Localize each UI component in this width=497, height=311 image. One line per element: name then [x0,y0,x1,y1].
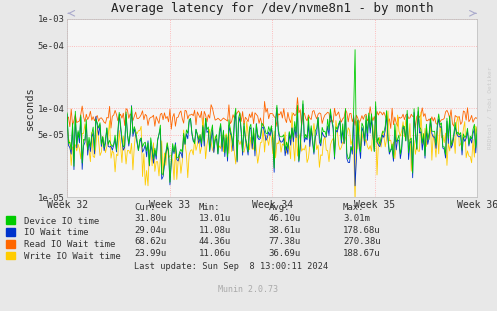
Text: Write IO Wait time: Write IO Wait time [24,252,121,261]
Text: 36.69u: 36.69u [268,249,301,258]
Text: 46.10u: 46.10u [268,214,301,223]
Text: 31.80u: 31.80u [134,214,166,223]
Text: 68.62u: 68.62u [134,237,166,246]
Text: 77.38u: 77.38u [268,237,301,246]
Text: 188.67u: 188.67u [343,249,381,258]
Text: Max:: Max: [343,203,364,212]
Text: 11.08u: 11.08u [199,225,231,234]
Text: 13.01u: 13.01u [199,214,231,223]
Title: Average latency for /dev/nvme8n1 - by month: Average latency for /dev/nvme8n1 - by mo… [111,2,433,15]
Text: Munin 2.0.73: Munin 2.0.73 [219,285,278,294]
Text: 44.36u: 44.36u [199,237,231,246]
Text: Cur:: Cur: [134,203,156,212]
Text: Min:: Min: [199,203,220,212]
Text: 11.06u: 11.06u [199,249,231,258]
Text: 3.01m: 3.01m [343,214,370,223]
Text: Avg:: Avg: [268,203,290,212]
Text: 29.04u: 29.04u [134,225,166,234]
Text: Read IO Wait time: Read IO Wait time [24,240,115,249]
Text: 23.99u: 23.99u [134,249,166,258]
Text: 270.38u: 270.38u [343,237,381,246]
Text: 178.68u: 178.68u [343,225,381,234]
Text: IO Wait time: IO Wait time [24,228,88,237]
Text: RRDtool / Tobi Oetiker: RRDtool / Tobi Oetiker [487,67,492,149]
Y-axis label: seconds: seconds [25,86,35,130]
Text: 38.61u: 38.61u [268,225,301,234]
Text: Last update: Sun Sep  8 13:00:11 2024: Last update: Sun Sep 8 13:00:11 2024 [134,262,329,271]
Text: Device IO time: Device IO time [24,217,99,225]
